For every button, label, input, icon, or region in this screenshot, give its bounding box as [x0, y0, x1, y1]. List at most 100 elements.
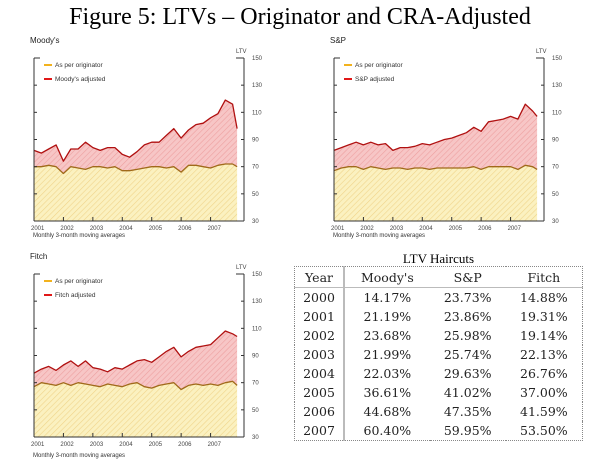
y-tick-label: 110	[552, 110, 562, 116]
cell-year: 2006	[294, 402, 345, 421]
originator-area	[34, 164, 238, 221]
x-tick-label: 2004	[119, 226, 133, 232]
cell-year: 2007	[294, 421, 345, 441]
legend-label-originator: As per originator	[55, 62, 104, 69]
column-header-fitch: Fitch	[505, 266, 583, 288]
chart-title: S&P	[330, 36, 347, 45]
x-tick-label: 2005	[149, 442, 163, 448]
table-row: 2004 22.03% 29.63% 26.76%	[294, 364, 583, 383]
x-tick-label: 2006	[178, 442, 192, 448]
x-tick-label: 2003	[390, 226, 404, 232]
cell-sp: 59.95%	[443, 423, 492, 438]
figure-title: Figure 5: LTVs – Originator and CRA-Adju…	[69, 4, 531, 30]
cell-year: 2001	[294, 307, 345, 326]
sp-chart-panel: S&P 30 50 70 90 110 130 150 LTV 2001 2002 2003 2004…	[330, 36, 570, 246]
legend-label-originator: As per originator	[55, 278, 104, 285]
originator-series-line	[34, 163, 238, 175]
column-header-moodys: Moody's	[344, 266, 430, 288]
chart-title: Moody's	[30, 36, 60, 45]
fitch-chart: 30 50 70 90 110 130 150 LTV 2001 2002 2003 2004 2005…	[31, 265, 263, 448]
cell-sp: 41.02%	[443, 385, 492, 400]
cell-fitch: 19.14%	[520, 328, 568, 343]
originator-area	[334, 165, 538, 221]
cell-moodys: 14.17%	[363, 290, 412, 305]
cell-moodys: 22.03%	[363, 366, 412, 381]
ltv-haircuts-table-panel: LTV Haircuts Year Moody's S&P Fitch 2000…	[294, 252, 583, 441]
legend-label-originator: As per originator	[355, 62, 404, 69]
y-axis-label: LTV	[536, 49, 547, 55]
column-header-sp: S&P	[429, 266, 506, 288]
cell-year: 2000	[294, 287, 345, 307]
y-tick-label: 30	[252, 435, 259, 441]
y-tick-label: 130	[252, 83, 263, 89]
y-tick-label: 110	[252, 110, 262, 116]
originator-series-line	[33, 380, 238, 391]
table-row: 2007 60.40% 59.95% 53.50%	[294, 421, 583, 441]
legend-label-adjusted: S&P adjusted	[355, 76, 395, 83]
table-row: 2005 36.61% 41.02% 37.00%	[294, 383, 583, 402]
y-tick-label: 110	[252, 326, 262, 332]
cell-moodys: 60.40%	[363, 423, 412, 438]
x-tick-label: 2003	[90, 442, 104, 448]
cell-fitch: 22.13%	[520, 347, 568, 362]
ltv-haircuts-table: Year Moody's S&P Fitch 2000 14.17% 23.73% 1…	[294, 266, 583, 441]
adjusted-series-line	[33, 330, 238, 374]
cell-sp: 29.63%	[443, 366, 492, 381]
chart-title: Fitch	[30, 252, 48, 261]
cell-fitch: 14.88%	[520, 290, 568, 305]
cell-sp: 47.35%	[443, 404, 492, 419]
table-caption: LTV Haircuts	[402, 251, 475, 266]
y-tick-label: 90	[552, 138, 559, 144]
moodys-chart: 30 50 70 90 110 130 150 LTV 2001 2002 2003 2004 2005…	[31, 49, 263, 232]
cell-sp: 25.98%	[443, 328, 492, 343]
y-tick-label: 50	[252, 192, 259, 198]
x-tick-label: 2002	[360, 226, 374, 232]
chart-footnote: Monthly 3-month moving averages	[33, 233, 126, 239]
y-tick-label: 70	[552, 165, 559, 171]
y-tick-label: 70	[252, 165, 259, 171]
cell-fitch: 53.50%	[520, 423, 568, 438]
cell-sp: 23.73%	[443, 290, 492, 305]
column-header-year: Year	[294, 266, 345, 288]
y-tick-label: 90	[252, 138, 259, 144]
y-axis-label: LTV	[236, 49, 247, 55]
y-tick-label: 90	[252, 354, 259, 360]
cell-sp: 23.86%	[443, 309, 492, 324]
cell-year: 2003	[294, 345, 345, 364]
y-tick-label: 50	[552, 192, 559, 198]
chart-footnote: Monthly 3-month moving averages	[333, 233, 426, 239]
cell-moodys: 36.61%	[363, 385, 412, 400]
y-tick-label: 150	[252, 56, 263, 62]
x-tick-label: 2007	[208, 226, 222, 232]
cell-fitch: 41.59%	[520, 404, 568, 419]
adjusted-series-line	[333, 103, 538, 152]
table-row: 2000 14.17% 23.73% 14.88%	[294, 287, 583, 307]
x-tick-label: 2005	[149, 226, 163, 232]
x-tick-label: 2004	[419, 226, 433, 232]
cell-moodys: 21.99%	[363, 347, 412, 362]
y-tick-label: 30	[252, 219, 259, 225]
adjusted-series-line	[33, 99, 238, 162]
cell-moodys: 44.68%	[363, 404, 412, 419]
cell-year: 2004	[294, 364, 345, 383]
y-tick-label: 130	[252, 299, 263, 305]
x-tick-label: 2001	[31, 226, 45, 232]
y-tick-label: 30	[552, 219, 559, 225]
x-tick-label: 2006	[178, 226, 192, 232]
cell-moodys: 21.19%	[363, 309, 412, 324]
x-tick-label: 2001	[331, 226, 345, 232]
cell-fitch: 37.00%	[520, 385, 568, 400]
x-tick-label: 2003	[90, 226, 104, 232]
table-header-row: Year Moody's S&P Fitch	[294, 266, 583, 288]
adjusted-area	[34, 331, 238, 390]
sp-chart: 30 50 70 90 110 130 150 LTV 2001 2002 2003 2004 2005…	[331, 49, 563, 232]
y-tick-label: 150	[252, 272, 263, 278]
moodys-chart-panel: Moody's 30 50 70 90 110 130 150 LTV 2001 2002 2003…	[30, 36, 270, 246]
x-tick-label: 2002	[60, 226, 74, 232]
table-row: 2001 21.19% 23.86% 19.31%	[294, 307, 583, 326]
cell-sp: 25.74%	[443, 347, 492, 362]
y-tick-label: 130	[552, 83, 563, 89]
x-tick-label: 2001	[31, 442, 45, 448]
fitch-chart-panel: Fitch 30 50 70 90 110 130 150 LTV 2001 2002 2003 20…	[30, 252, 270, 467]
x-tick-label: 2002	[60, 442, 74, 448]
